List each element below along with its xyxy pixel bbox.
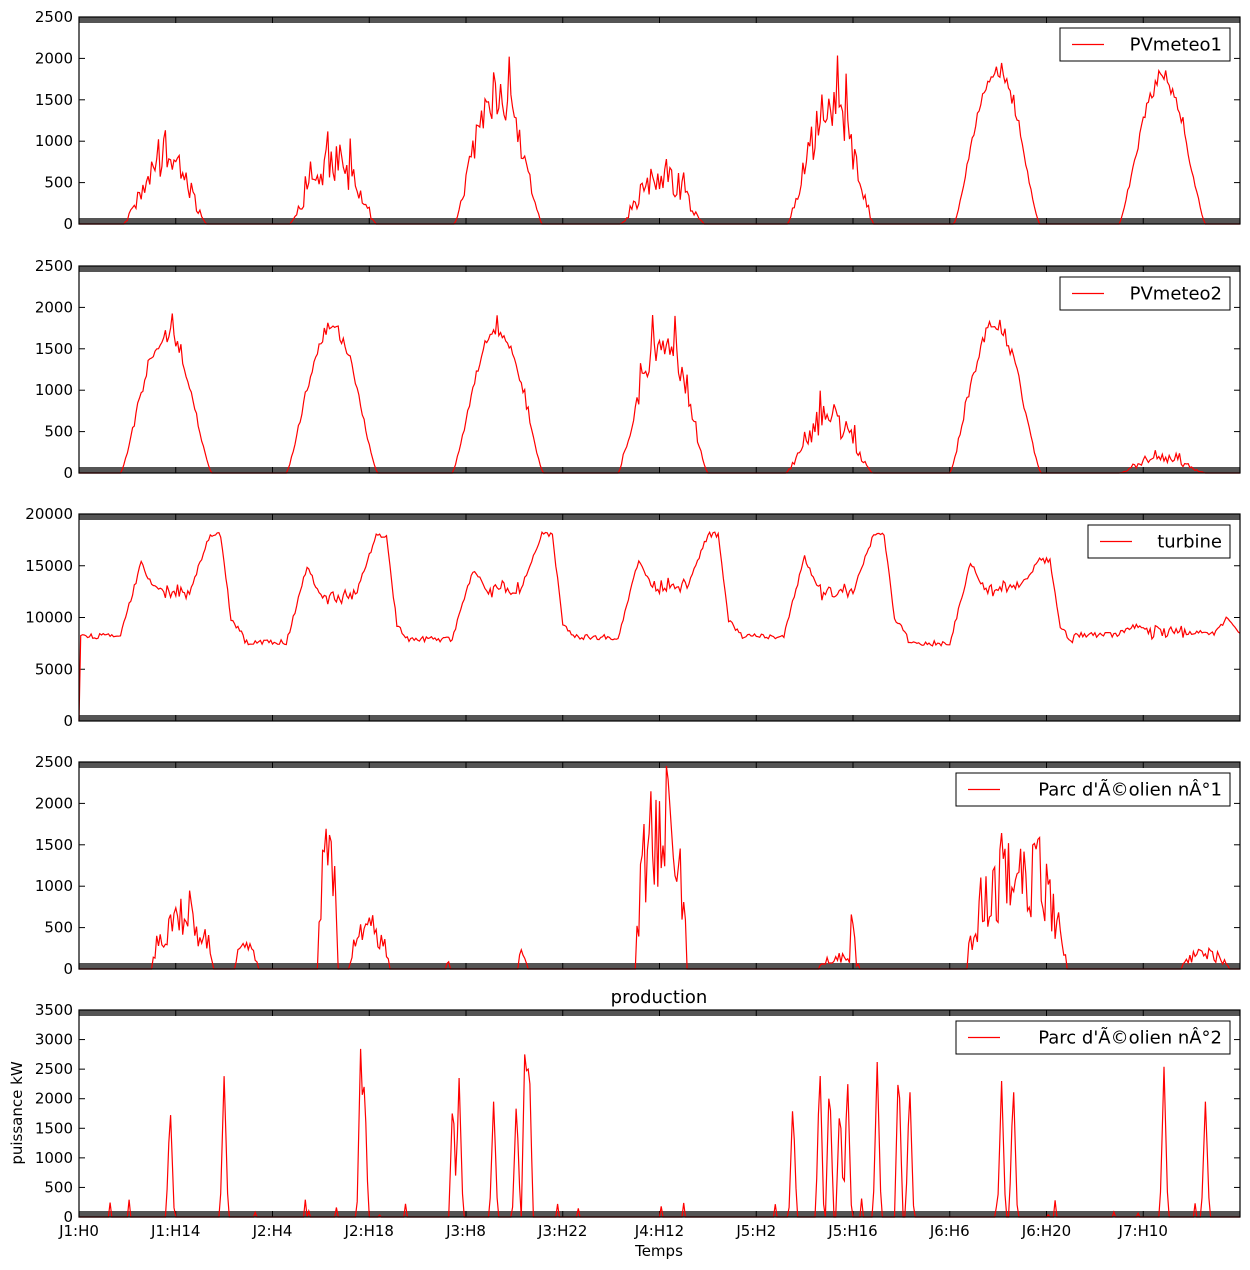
y-tick-label: 1000 bbox=[35, 132, 73, 150]
plot-frame bbox=[78, 761, 1241, 970]
y-tick-label: 2500 bbox=[35, 1060, 73, 1078]
legend-label: PVmeteo1 bbox=[1130, 35, 1222, 56]
legend-label: turbine bbox=[1157, 532, 1222, 553]
x-tick-label: J7:H10 bbox=[1118, 1222, 1168, 1240]
panel-3: 0 5000 10000 15000 20000 turbine bbox=[25, 505, 1241, 730]
y-tick-label: 2000 bbox=[35, 298, 73, 316]
y-axis-label: puissance kW bbox=[8, 1061, 26, 1164]
y-tick-label: 5000 bbox=[35, 660, 73, 678]
series-line bbox=[79, 313, 1240, 474]
plot-frame bbox=[78, 513, 1241, 722]
y-tick-label: 1500 bbox=[35, 1119, 73, 1137]
x-tick-label: J5:H2 bbox=[735, 1222, 776, 1240]
plot-frame bbox=[78, 265, 1241, 474]
panel-5: 0 500 1000 1500 2000 2500 3000 3500 J1:H0 J1:H14 J… bbox=[35, 1001, 1241, 1240]
y-tick-label: 0 bbox=[63, 712, 73, 730]
x-tick-label: J3:H8 bbox=[445, 1222, 486, 1240]
y-tick-label: 500 bbox=[44, 1178, 73, 1196]
y-tick-label: 1000 bbox=[35, 877, 73, 895]
x-tick-label: J1:H14 bbox=[150, 1222, 200, 1240]
y-tick-label: 20000 bbox=[25, 505, 73, 523]
series-line bbox=[78, 530, 1241, 722]
x-tick-label: J6:H6 bbox=[929, 1222, 970, 1240]
y-tick-label: 2000 bbox=[35, 49, 73, 67]
y-tick-label: 2500 bbox=[35, 8, 73, 26]
y-tick-label: 2500 bbox=[35, 753, 73, 771]
plot-frame bbox=[78, 1009, 1241, 1218]
chart-panels: 0 500 1000 1500 2000 2500 PVmeteo1 0 500 1000 1500… bbox=[25, 8, 1241, 1240]
y-tick-label: 0 bbox=[63, 960, 73, 978]
y-tick-label: 500 bbox=[44, 919, 73, 937]
y-tick-label: 0 bbox=[63, 464, 73, 482]
y-tick-label: 3500 bbox=[35, 1001, 73, 1019]
y-tick-label: 1000 bbox=[35, 381, 73, 399]
y-tick-label: 0 bbox=[63, 1208, 73, 1226]
y-tick-label: 1500 bbox=[35, 836, 73, 854]
y-tick-label: 2000 bbox=[35, 1090, 73, 1108]
x-tick-label: J1:H0 bbox=[58, 1222, 99, 1240]
chart-title: production bbox=[611, 987, 708, 1008]
y-tick-label: 15000 bbox=[25, 557, 73, 575]
y-tick-label: 500 bbox=[44, 423, 73, 441]
series-line bbox=[79, 1048, 1240, 1218]
panel-2: 0 500 1000 1500 2000 2500 PVmeteo2 bbox=[35, 257, 1241, 482]
legend: Parc d'Ã©olien nÂ°2 bbox=[955, 1020, 1231, 1055]
y-tick-label: 3000 bbox=[35, 1031, 73, 1049]
y-tick-label: 1000 bbox=[35, 1149, 73, 1167]
y-tick-label: 2500 bbox=[35, 257, 73, 275]
panel-4: 0 500 1000 1500 2000 2500 Parc d'Ã©olien nÂ°1 bbox=[35, 753, 1241, 978]
x-tick-label: J5:H16 bbox=[827, 1222, 877, 1240]
x-axis-label: Temps bbox=[634, 1242, 683, 1260]
y-tick-label: 0 bbox=[63, 215, 73, 233]
y-tick-label: 1500 bbox=[35, 91, 73, 109]
legend: PVmeteo2 bbox=[1059, 276, 1231, 311]
x-tick-label: J3:H22 bbox=[537, 1222, 587, 1240]
y-tick-label: 2000 bbox=[35, 794, 73, 812]
panel-1: 0 500 1000 1500 2000 2500 PVmeteo1 bbox=[35, 8, 1241, 233]
x-tick-label: J6:H20 bbox=[1021, 1222, 1071, 1240]
legend-box bbox=[955, 772, 1231, 807]
y-tick-label: 500 bbox=[44, 174, 73, 192]
x-tick-label: J2:H18 bbox=[344, 1222, 394, 1240]
legend: Parc d'Ã©olien nÂ°1 bbox=[955, 772, 1231, 807]
series-line bbox=[79, 55, 1240, 225]
legend-label: Parc d'Ã©olien nÂ°2 bbox=[1038, 1027, 1222, 1049]
legend: turbine bbox=[1087, 524, 1231, 559]
legend-label: Parc d'Ã©olien nÂ°1 bbox=[1038, 779, 1222, 801]
plot-frame bbox=[78, 16, 1241, 225]
x-tick-label: J4:H12 bbox=[634, 1222, 684, 1240]
y-tick-label: 10000 bbox=[25, 609, 73, 627]
legend: PVmeteo1 bbox=[1059, 27, 1231, 62]
legend-label: PVmeteo2 bbox=[1130, 284, 1222, 305]
legend-box bbox=[955, 1020, 1231, 1055]
x-tick-label: J2:H4 bbox=[252, 1222, 293, 1240]
y-tick-label: 1500 bbox=[35, 340, 73, 358]
